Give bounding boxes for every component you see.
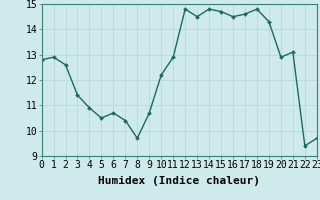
X-axis label: Humidex (Indice chaleur): Humidex (Indice chaleur) [98,176,260,186]
